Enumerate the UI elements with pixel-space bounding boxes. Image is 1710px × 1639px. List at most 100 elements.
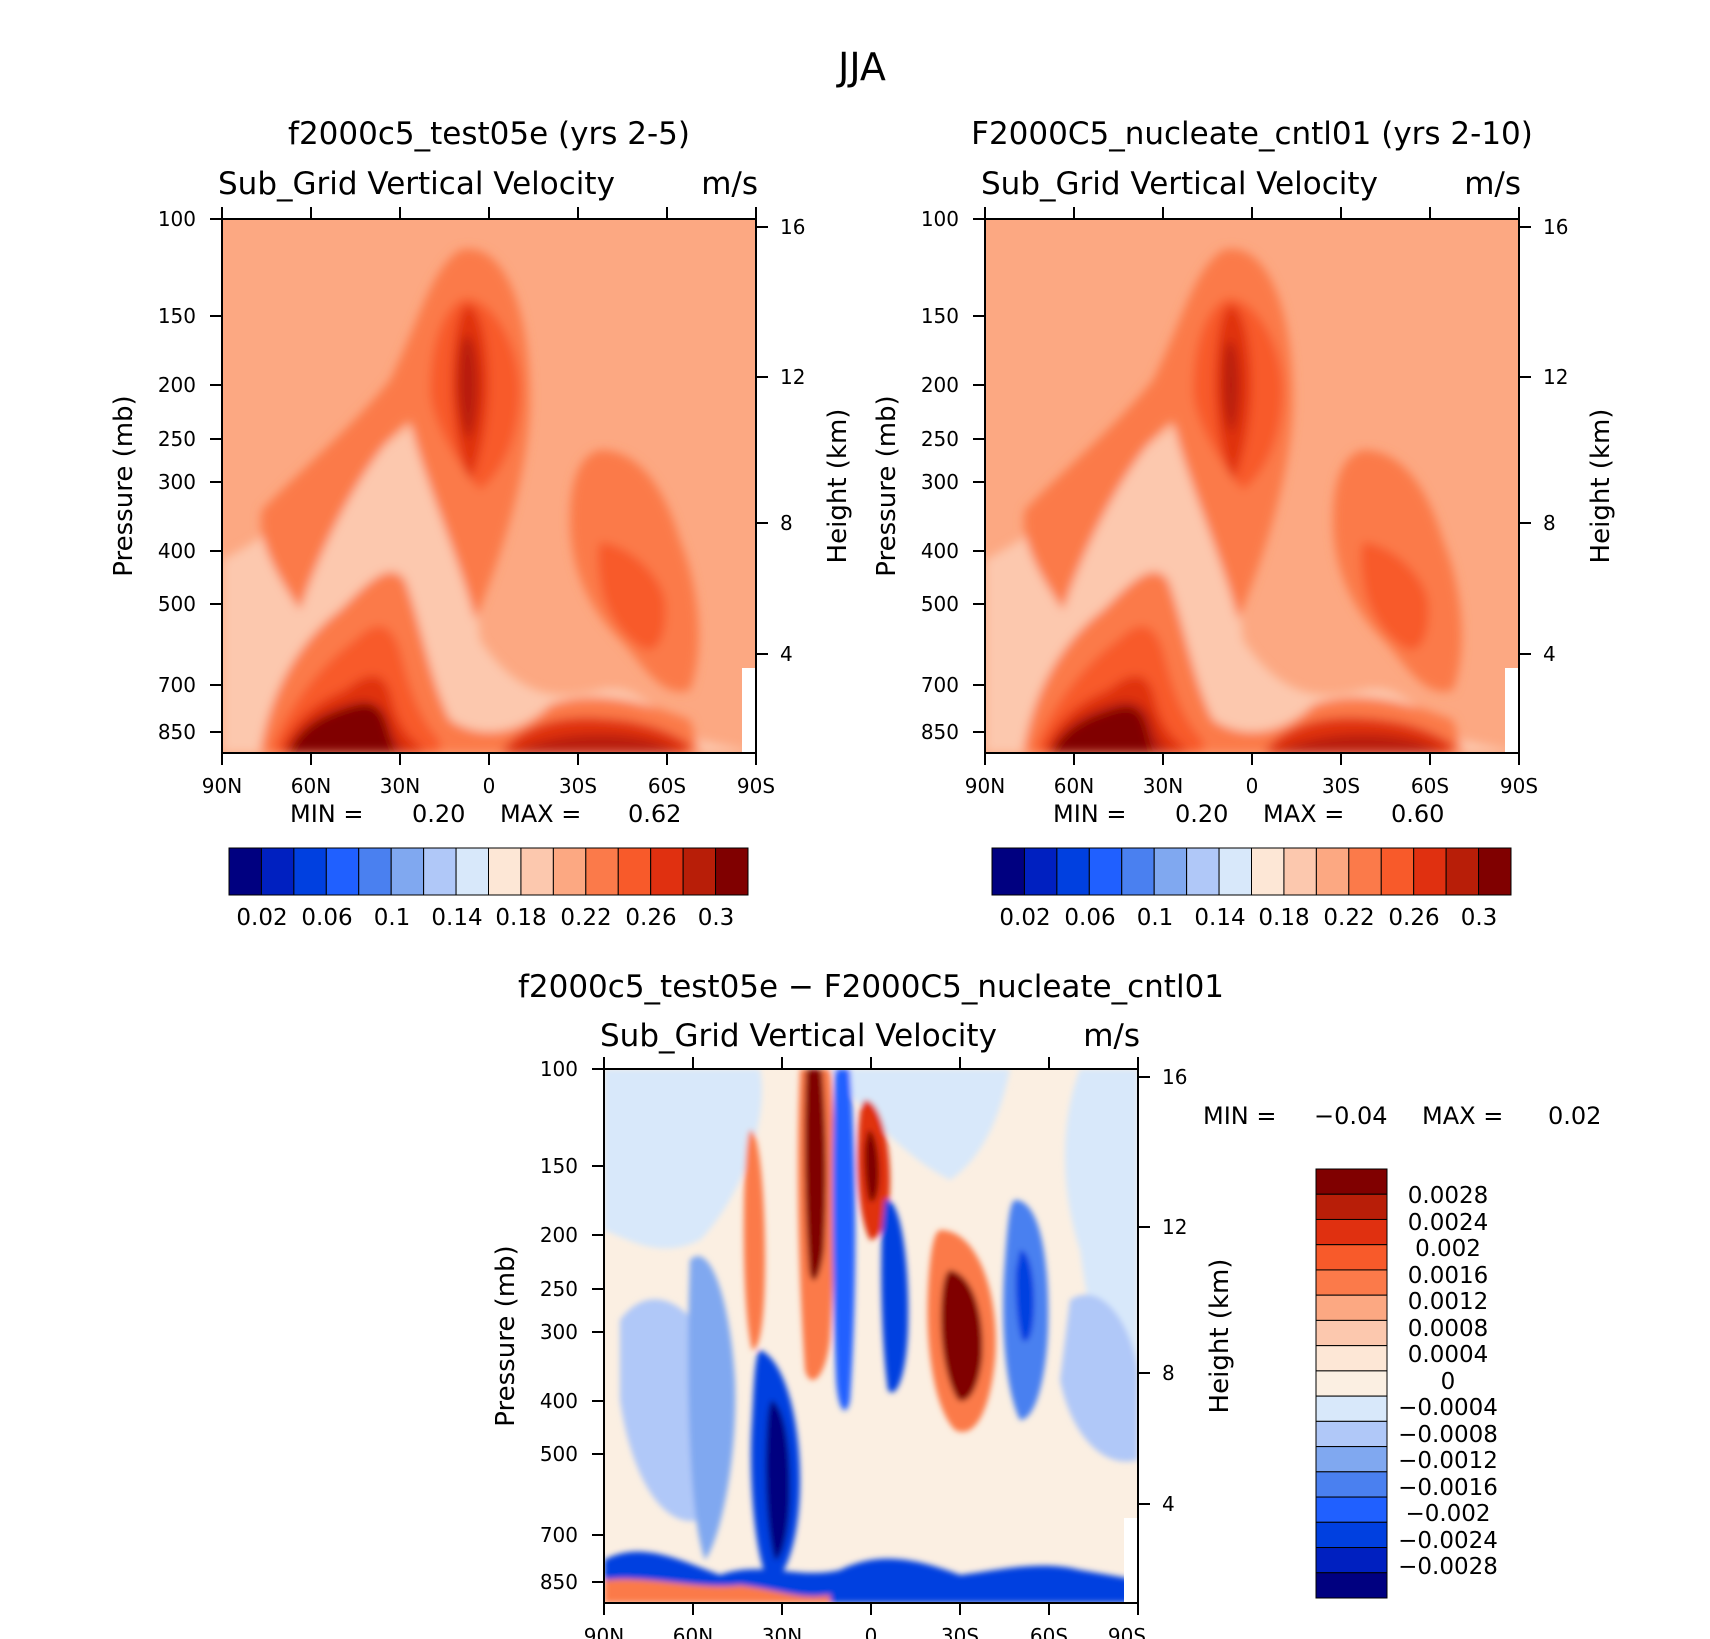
colorbar-swatch: [585, 847, 619, 896]
colorbar-swatch: [228, 847, 262, 896]
y-tick-label: 300: [540, 1320, 578, 1344]
panel-test05e: f2000c5_test05e (yrs 2-5) Sub_Grid Verti…: [109, 116, 853, 931]
height-tick-label: 16: [780, 215, 805, 239]
colorbar-label: 0.06: [301, 905, 352, 931]
y-tick-label: 200: [540, 1223, 578, 1247]
colorbar-swatch: [1315, 1370, 1388, 1397]
y-axis-label: Pressure (mb): [872, 395, 902, 576]
y-tick-label: 300: [158, 470, 196, 494]
right-tick-labels: 16 12 8 4: [1162, 1065, 1187, 1516]
x-tick-label: 30N: [762, 1624, 802, 1639]
colorbar-swatch: [1380, 847, 1415, 896]
colorbar-label: 0.22: [560, 905, 611, 931]
colorbar: [1315, 1168, 1388, 1599]
colorbar-swatch: [1315, 1218, 1388, 1246]
colorbar-label: 0.02: [236, 905, 287, 931]
y-tick-label: 250: [921, 427, 959, 451]
height-tick-label: 12: [1162, 1215, 1187, 1239]
x-tick-label: 30S: [941, 1624, 979, 1639]
colorbar-label: 0.3: [1461, 905, 1498, 931]
shading-upper-neg-mid: [830, 1069, 1010, 1180]
y-tick-label: 200: [158, 373, 196, 397]
y-tick-label: 150: [921, 304, 959, 328]
shading-nh-bl-core: [1053, 707, 1153, 753]
y-tick-label: 850: [921, 720, 959, 744]
shading-pos-sh-core: [940, 1270, 983, 1401]
x-tick-label: 60N: [673, 1624, 713, 1639]
colorbar-label: 0.3: [698, 905, 735, 931]
colorbar-label: 0.0024: [1408, 1210, 1488, 1236]
min-max-stats: MIN = −0.04 MAX = 0.02: [1203, 1102, 1601, 1130]
height-tick-label: 8: [1162, 1361, 1175, 1385]
shading-neg-column-20n: [832, 1069, 856, 1411]
colorbar-swatch: [488, 847, 522, 896]
colorbar-label: 0.18: [495, 905, 546, 931]
max-label: MAX =: [500, 800, 581, 828]
colorbar-label: 0.0008: [1408, 1316, 1488, 1342]
colorbar-swatch: [1315, 1446, 1388, 1473]
max-value: 0.62: [628, 800, 681, 828]
height-tick-label: 4: [780, 642, 793, 666]
colorbar-swatch: [1315, 1496, 1388, 1523]
colorbar-swatch: [1445, 847, 1480, 896]
colorbar-labels: 0.02 0.06 0.1 0.14 0.18 0.22 0.26 0.3: [999, 905, 1497, 931]
min-value: 0.20: [1175, 800, 1228, 828]
y-axis-right-label: Height (km): [1586, 409, 1616, 564]
shading-sh-inner: [597, 542, 666, 650]
y-axis-label: Pressure (mb): [491, 1245, 521, 1426]
colorbar-swatch: [650, 847, 684, 896]
y-axis-right-label: Height (km): [823, 409, 853, 564]
contour-field: [222, 219, 756, 753]
y-axis-right-label: Height (km): [1205, 1259, 1235, 1414]
height-tick-label: 8: [1543, 511, 1556, 535]
colorbar-swatch: [552, 847, 587, 896]
shading-pos-jet-core: [804, 1069, 827, 1281]
shading-nh-bl-core: [290, 704, 395, 753]
colorbar-swatch: [1315, 1572, 1388, 1599]
colorbar-swatch: [325, 847, 360, 896]
y-axis-label: Pressure (mb): [109, 395, 139, 576]
x-tick-label: 30S: [559, 774, 597, 798]
shading-sh-bl-2: [1273, 734, 1443, 753]
panel-title: f2000c5_test05e (yrs 2-5): [288, 116, 690, 152]
colorbar-label: −0.0012: [1398, 1448, 1498, 1474]
y-tick-label: 700: [540, 1523, 578, 1547]
colorbar-swatch: [682, 847, 717, 896]
colorbar-swatch: [293, 847, 327, 896]
x-tick-label: 90S: [1500, 774, 1538, 798]
colorbar-label: 0.18: [1258, 905, 1309, 931]
height-tick-label: 8: [780, 511, 793, 535]
x-tick-labels: 90N 60N 30N 0 30S 60S 90S: [965, 774, 1538, 798]
shading-jet-core: [1223, 340, 1239, 434]
contour-field: [604, 1069, 1138, 1603]
colorbar-label: 0.0012: [1408, 1289, 1488, 1315]
min-max-stats: MIN = 0.20 MAX = 0.62: [290, 800, 681, 828]
shading-upper-neg-left: [604, 1069, 762, 1249]
y-tick-label: 500: [921, 592, 959, 616]
contour-field: [985, 219, 1519, 753]
shading-sh-inner: [1360, 542, 1429, 650]
height-tick-label: 4: [1162, 1492, 1175, 1516]
colorbar: [228, 847, 749, 896]
missing-data-mask: [742, 668, 756, 753]
panel-variable-label: Sub_Grid Vertical Velocity: [218, 166, 615, 202]
colorbar: [991, 847, 1512, 896]
height-tick-label: 12: [780, 365, 805, 389]
y-tick-label: 250: [158, 427, 196, 451]
colorbar-swatch: [1315, 1345, 1388, 1372]
panel-title: F2000C5_nucleate_cntl01 (yrs 2-10): [971, 116, 1533, 152]
colorbar-swatch: [1348, 847, 1382, 896]
colorbar-label: −0.002: [1405, 1501, 1490, 1527]
y-tick-label: 400: [921, 539, 959, 563]
max-label: MAX =: [1263, 800, 1344, 828]
right-tick-labels: 16 12 8 4: [780, 215, 805, 666]
colorbar-label: 0.0028: [1408, 1183, 1488, 1209]
colorbar-label: −0.0024: [1398, 1528, 1498, 1554]
shading-deep-neg-core-30n: [765, 1400, 790, 1560]
y-tick-label: 700: [921, 673, 959, 697]
shading-pos-near-surface: [604, 1578, 830, 1603]
colorbar-swatch: [1023, 847, 1058, 896]
colorbar-swatch: [455, 847, 489, 896]
colorbar-label: 0.002: [1415, 1236, 1481, 1262]
colorbar-swatch: [1088, 847, 1123, 896]
